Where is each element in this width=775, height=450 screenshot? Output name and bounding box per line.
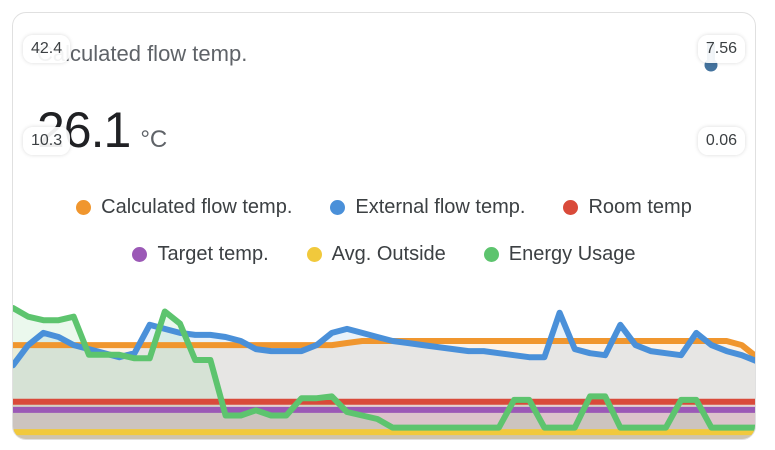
right-axis-max-label: 7.56 bbox=[697, 35, 745, 63]
history-chart[interactable] bbox=[13, 295, 756, 440]
legend-row-2: Target temp. Avg. Outside Energy Usage bbox=[13, 243, 755, 266]
sensor-card[interactable]: Calculated flow temp. 26.1 °C Calculated… bbox=[12, 12, 756, 440]
series-area-5 bbox=[13, 308, 755, 439]
legend-label: Energy Usage bbox=[508, 243, 636, 265]
legend-label: Target temp. bbox=[157, 243, 269, 265]
state-value: 26.1 °C bbox=[37, 101, 167, 159]
legend-dot bbox=[132, 247, 148, 262]
legend-item-external-flow-temp[interactable]: External flow temp. bbox=[330, 196, 525, 219]
current-unit: °C bbox=[140, 126, 168, 153]
legend-label: External flow temp. bbox=[355, 196, 526, 218]
right-axis-min-label: 0.06 bbox=[697, 127, 745, 155]
legend-dot bbox=[306, 247, 322, 262]
legend-item-target-temp[interactable]: Target temp. bbox=[132, 243, 269, 266]
legend-row-1: Calculated flow temp. External flow temp… bbox=[13, 196, 755, 219]
series-line-energy-usage[interactable] bbox=[13, 305, 756, 431]
legend-dot bbox=[76, 200, 92, 215]
card-title: Calculated flow temp. bbox=[37, 41, 248, 66]
legend-dot bbox=[563, 200, 579, 215]
legend-label: Calculated flow temp. bbox=[101, 196, 293, 218]
series-line-external-flow-temp[interactable] bbox=[13, 309, 756, 369]
legend-label: Avg. Outside bbox=[331, 243, 446, 265]
legend-item-room-temp[interactable]: Room temp bbox=[563, 196, 692, 219]
left-axis-min-label: 10.3 bbox=[23, 127, 71, 155]
legend-label: Room temp bbox=[588, 196, 692, 218]
legend-item-avg-outside[interactable]: Avg. Outside bbox=[306, 243, 446, 266]
legend-dot bbox=[330, 200, 346, 215]
left-axis-max-label: 42.4 bbox=[23, 35, 71, 63]
legend-dot bbox=[483, 247, 499, 262]
legend-item-calculated-flow-temp[interactable]: Calculated flow temp. bbox=[76, 196, 292, 219]
legend-item-energy-usage[interactable]: Energy Usage bbox=[483, 243, 636, 266]
series-area-0 bbox=[13, 341, 755, 439]
